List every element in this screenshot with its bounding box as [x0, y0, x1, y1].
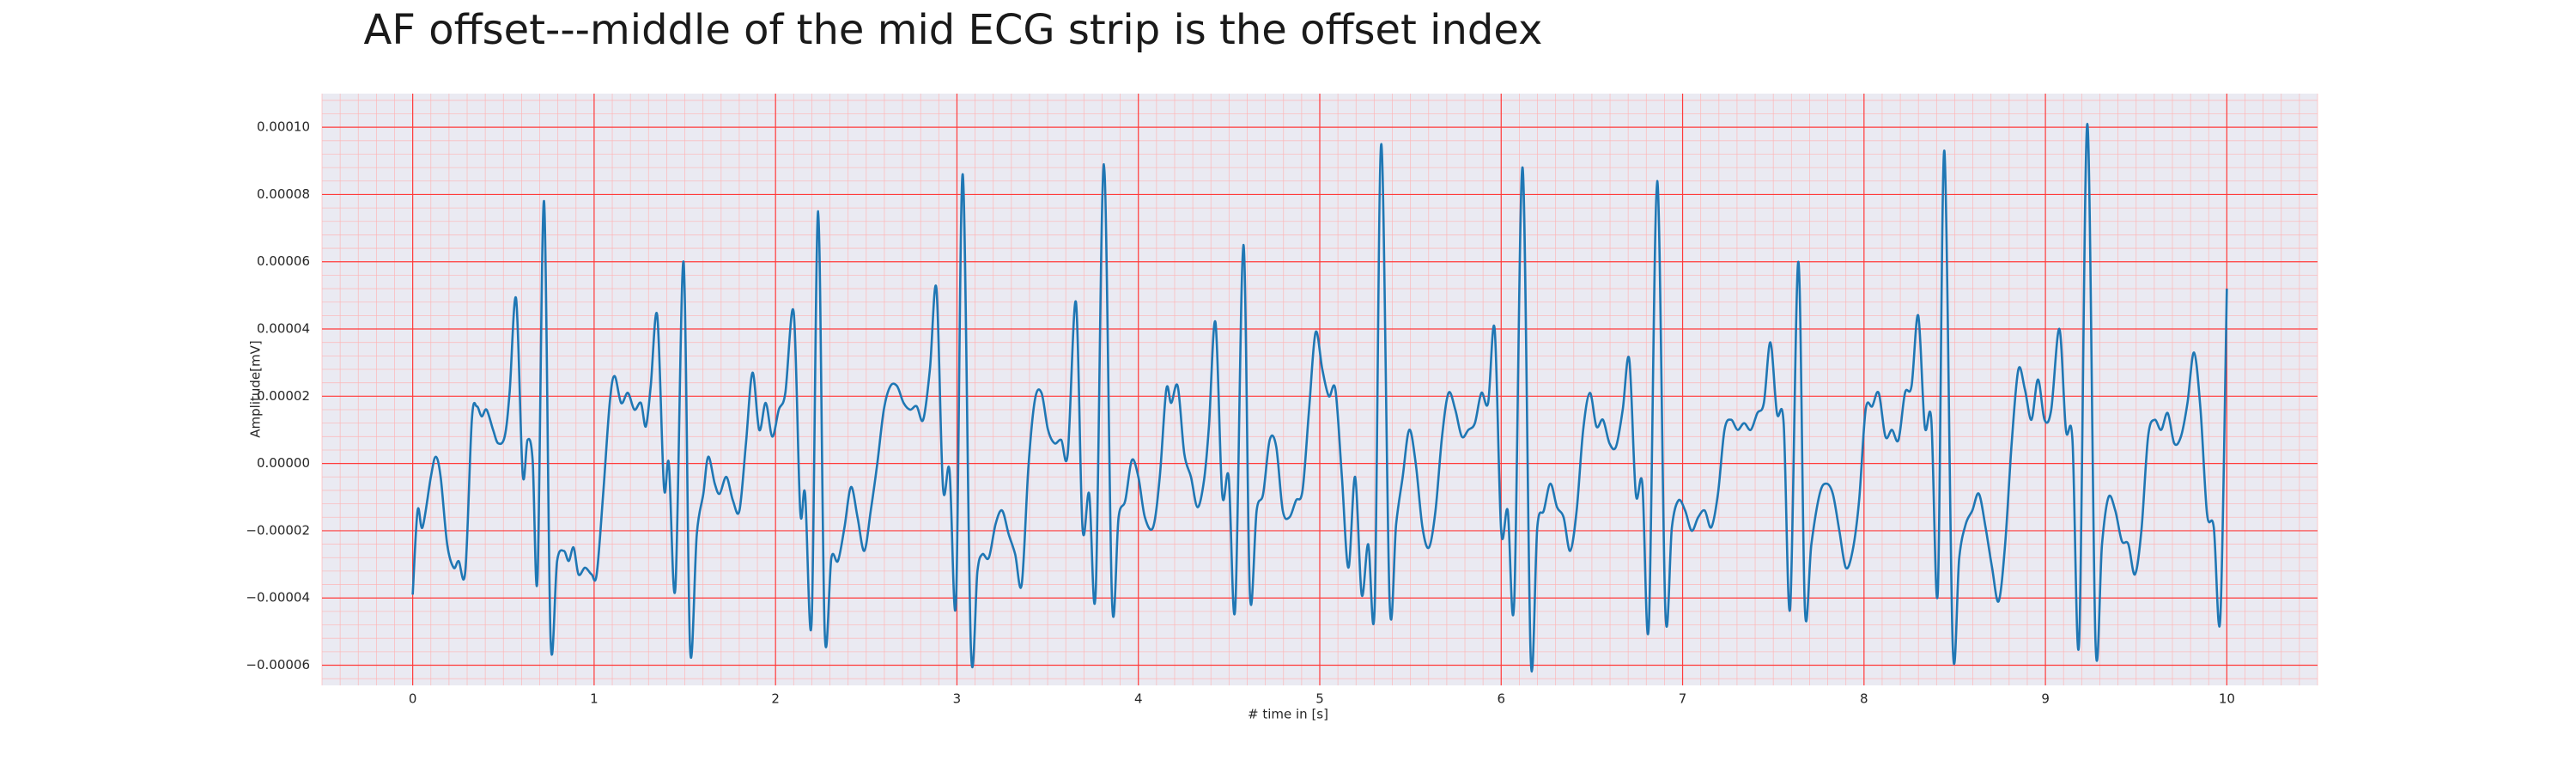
x-axis-label: # time in [s]	[1248, 707, 1328, 722]
x-tick-label: 5	[1315, 691, 1324, 707]
y-tick-label: −0.00004	[246, 590, 310, 606]
x-tick-label: 2	[771, 691, 780, 707]
y-tick-label: 0.00010	[257, 119, 310, 135]
x-tick-label: 8	[1860, 691, 1868, 707]
x-tick-label: 6	[1497, 691, 1505, 707]
x-tick-label: 9	[2041, 691, 2050, 707]
x-tick-label: 10	[2219, 691, 2235, 707]
y-tick-label: 0.00006	[257, 253, 310, 269]
x-tick-label: 7	[1679, 691, 1687, 707]
x-tick-label: 3	[953, 691, 962, 707]
y-axis-label: Amplitude[mV]	[248, 340, 264, 437]
x-tick-label: 1	[590, 691, 598, 707]
y-tick-label: 0.00008	[257, 186, 310, 202]
y-tick-label: 0.00000	[257, 455, 310, 471]
plot-layer	[411, 122, 2228, 673]
y-tick-label: 0.00002	[257, 388, 310, 404]
chart-title: AF offset---middle of the mid ECG strip …	[364, 6, 1543, 54]
ecg-line	[411, 122, 2228, 673]
y-tick-label: 0.00004	[257, 321, 310, 337]
x-tick-label: 0	[409, 691, 417, 707]
x-tick-label: 4	[1134, 691, 1143, 707]
y-tick-label: −0.00002	[246, 522, 310, 538]
y-tick-label: −0.00006	[246, 657, 310, 673]
